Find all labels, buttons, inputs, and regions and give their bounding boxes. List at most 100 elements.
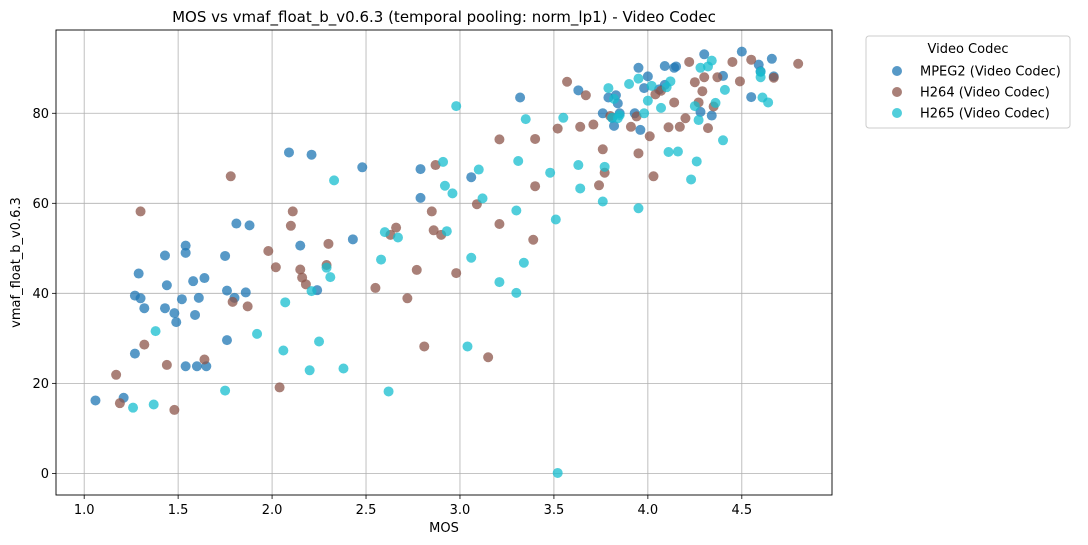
h265-legend-label: H265 (Video Codec) [920,107,1050,122]
h264-point [430,160,441,171]
mpeg2-point [220,250,231,261]
h265-point [656,102,667,113]
h265-point [609,93,620,104]
h264-point [370,282,381,293]
mpeg2-point [633,62,644,73]
h264-point [625,121,636,132]
mpeg2-legend-label: MPEG2 (Video Codec) [920,65,1061,80]
h265-point [477,193,488,204]
h264-point [684,56,695,67]
h264-point [699,72,710,83]
h264-point [426,206,437,217]
h265-point [545,167,556,178]
mpeg2-point [190,309,201,320]
h264-point [227,296,238,307]
h264-point [633,148,644,159]
h265-point [511,287,522,298]
mpeg2-legend-marker [892,66,902,76]
chart-title: MOS vs vmaf_float_b_v0.6.3 (temporal poo… [172,8,716,27]
legend: Video Codec MPEG2 (Video Codec) H264 (Vid… [865,35,1071,129]
h264-point [644,131,655,142]
h265-legend-marker [892,108,902,118]
h264-point [727,56,738,67]
h265-point [383,386,394,397]
h264-point [270,262,281,273]
h265-point [575,183,586,194]
x-tick-label: 4.5 [731,503,752,518]
h265-point [518,257,529,268]
h264-point [494,134,505,145]
h264-point [689,77,700,88]
mpeg2-point [135,293,146,304]
h264-point [562,76,573,87]
h264-point [139,339,150,350]
h264-point [580,90,591,101]
mpeg2-point [180,247,191,258]
h265-point [473,164,484,175]
h265-point [639,108,650,119]
h265-point [148,399,159,410]
mpeg2-point [180,240,191,251]
h264-point [594,180,605,191]
mpeg2-point [90,395,101,406]
h265-point [338,363,349,374]
h264-point [114,398,125,409]
h265-point [558,112,569,123]
mpeg2-point [169,308,180,319]
h265-point [314,336,325,347]
h264-point [428,225,439,236]
h264-legend-label: H264 (Video Codec) [920,86,1050,101]
h265-point [278,345,289,356]
h265-point [441,226,452,237]
h264-point [588,119,599,130]
plot-area-frame [55,29,833,496]
y-axis-label: vmaf_float_b_v0.6.3 [9,197,24,328]
h264-point [530,133,541,144]
mpeg2-point [766,53,777,64]
h265-point [763,97,774,108]
mpeg2-point [466,172,477,183]
mpeg2-point [139,303,150,314]
h264-point [674,121,685,132]
h265-point [451,101,462,112]
mpeg2-point [129,348,140,359]
h264-point [680,113,691,124]
h264-point [169,404,180,415]
h264-point [285,220,296,231]
mpeg2-point [347,234,358,245]
h264-point [287,206,298,217]
mpeg2-point [642,71,653,82]
x-tick-label: 1.0 [74,503,95,518]
h265-point [220,385,231,396]
h264-point [263,246,274,257]
h265-point [633,203,644,214]
h265-point [376,254,387,265]
h265-point [597,196,608,207]
mpeg2-point [597,108,608,119]
grid [56,30,832,495]
x-tick-label: 3.0 [450,503,471,518]
axis-ticks: 1.0 1.5 2.0 2.5 3.0 3.5 4.0 4.5 0 20 40 60 80 [32,107,752,518]
h265-point [718,135,729,146]
mpeg2-point [133,268,144,279]
mpeg2-point [231,218,242,229]
mpeg2-point [159,250,170,261]
h265-point [462,341,473,352]
h265-point [304,365,315,376]
h264-point [111,369,122,380]
h264-point [391,222,402,233]
h265-point [511,205,522,216]
h264-point [411,264,422,275]
h264-point [295,264,306,275]
y-tick-label: 80 [32,107,49,122]
y-tick-label: 40 [32,287,49,302]
x-tick-label: 1.5 [168,503,189,518]
mpeg2-point [159,303,170,314]
mpeg2-point [193,292,204,303]
h265-point [306,286,317,297]
h265-point [379,227,390,238]
h265-point [150,326,161,337]
h264-point [768,72,779,83]
h265-point [329,175,340,186]
